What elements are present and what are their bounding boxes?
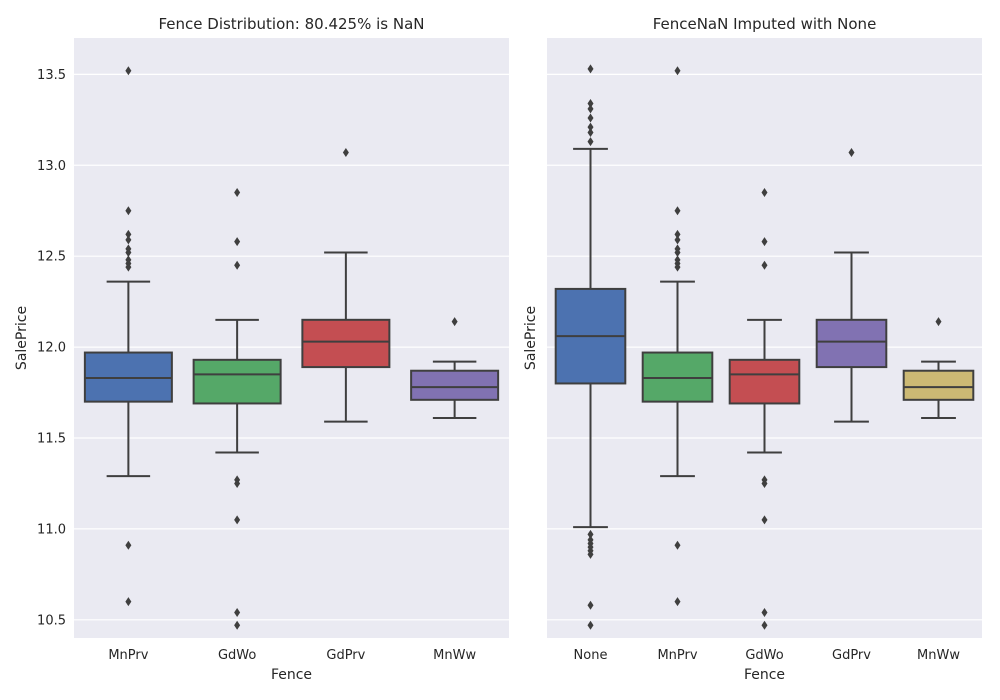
iqr-box [902,369,975,401]
box-gdwo [728,188,801,630]
box-mnprv [83,66,173,607]
iqr-box [410,369,500,401]
x-tick-label: MnPrv [657,648,697,663]
right-boxes [554,64,975,630]
outlier-point [761,515,768,525]
outlier-point [587,128,594,138]
iqr-box [815,318,888,369]
right-grid [547,73,982,621]
outlier-point [125,540,132,550]
iqr-box [728,358,801,405]
outlier-point [587,122,594,132]
outlier-point [674,229,681,239]
box-gdprv [301,148,391,423]
iqr-box [192,358,282,405]
outlier-point [587,620,594,630]
x-tick-label: MnWw [917,648,960,663]
outlier-point [587,98,594,108]
iqr-box [301,318,391,369]
outlier-point [674,248,681,258]
outlier-point [761,188,768,198]
left-x-axis-label: Fence [271,667,312,683]
box-gdwo [192,188,282,630]
outlier-point [234,608,241,618]
outlier-point [587,64,594,74]
outlier-point [451,317,458,327]
outlier-point [125,66,132,76]
outlier-point [125,248,132,258]
outlier-point [761,608,768,618]
outlier-point [125,229,132,239]
x-tick-label: MnPrv [108,648,148,663]
outlier-point [234,260,241,270]
outlier-point [674,235,681,245]
outlier-point [674,597,681,607]
outlier-point [761,237,768,247]
right-y-axis-label: SalePrice [523,306,539,370]
left-subplot: 10.5 11.0 11.5 12.0 12.5 13.0 13.5 MnPrv GdWo Gd… [14,15,509,683]
left-x-ticks: MnPrv GdWo GdPrv MnWw [108,648,476,663]
outlier-point [234,237,241,247]
outlier-point [848,148,855,158]
y-tick-label: 13.0 [37,159,66,174]
right-subplot: None MnPrv GdWo GdPrv MnWw FenceNaN Imputed … [523,15,982,683]
outlier-point [935,317,942,327]
outlier-point [587,600,594,610]
left-y-axis-label: SalePrice [14,306,30,370]
y-tick-label: 12.5 [37,250,66,265]
box-mnprv [641,66,714,607]
outlier-point [674,262,681,272]
outlier-point [587,137,594,147]
right-x-ticks: None MnPrv GdWo GdPrv MnWw [574,648,961,663]
y-tick-label: 11.0 [37,522,66,537]
outlier-point [587,104,594,114]
left-axes-background [74,38,509,638]
x-tick-label: GdWo [745,648,783,663]
outlier-point [234,188,241,198]
outlier-point [234,478,241,488]
y-tick-label: 12.0 [37,341,66,356]
outlier-point [587,529,594,539]
outlier-point [125,206,132,216]
left-boxes [83,66,500,630]
outlier-point [674,66,681,76]
outlier-point [761,478,768,488]
outlier-point [674,540,681,550]
y-tick-label: 11.5 [37,432,66,447]
outlier-point [125,235,132,245]
outlier-point [125,597,132,607]
right-x-axis-label: Fence [744,667,785,683]
box-none [554,64,627,630]
left-grid [74,73,509,621]
x-tick-label: GdPrv [326,648,365,663]
box-mnww [902,317,975,419]
x-tick-label: MnWw [433,648,476,663]
y-tick-label: 10.5 [37,613,66,628]
y-tick-label: 13.5 [37,68,66,83]
x-tick-label: GdWo [218,648,256,663]
x-tick-label: GdPrv [832,648,871,663]
left-chart-title: Fence Distribution: 80.425% is NaN [158,15,424,33]
outlier-point [674,206,681,216]
outlier-point [761,260,768,270]
right-chart-title: FenceNaN Imputed with None [653,15,877,33]
box-gdprv [815,148,888,423]
outlier-point [342,148,349,158]
outlier-point [234,515,241,525]
x-tick-label: None [574,648,608,663]
outlier-point [234,620,241,630]
left-y-ticks: 10.5 11.0 11.5 12.0 12.5 13.0 13.5 [37,68,66,628]
outlier-point [587,113,594,123]
outlier-point [587,549,594,559]
outlier-point [125,262,132,272]
box-mnww [410,317,500,419]
outlier-point [761,620,768,630]
